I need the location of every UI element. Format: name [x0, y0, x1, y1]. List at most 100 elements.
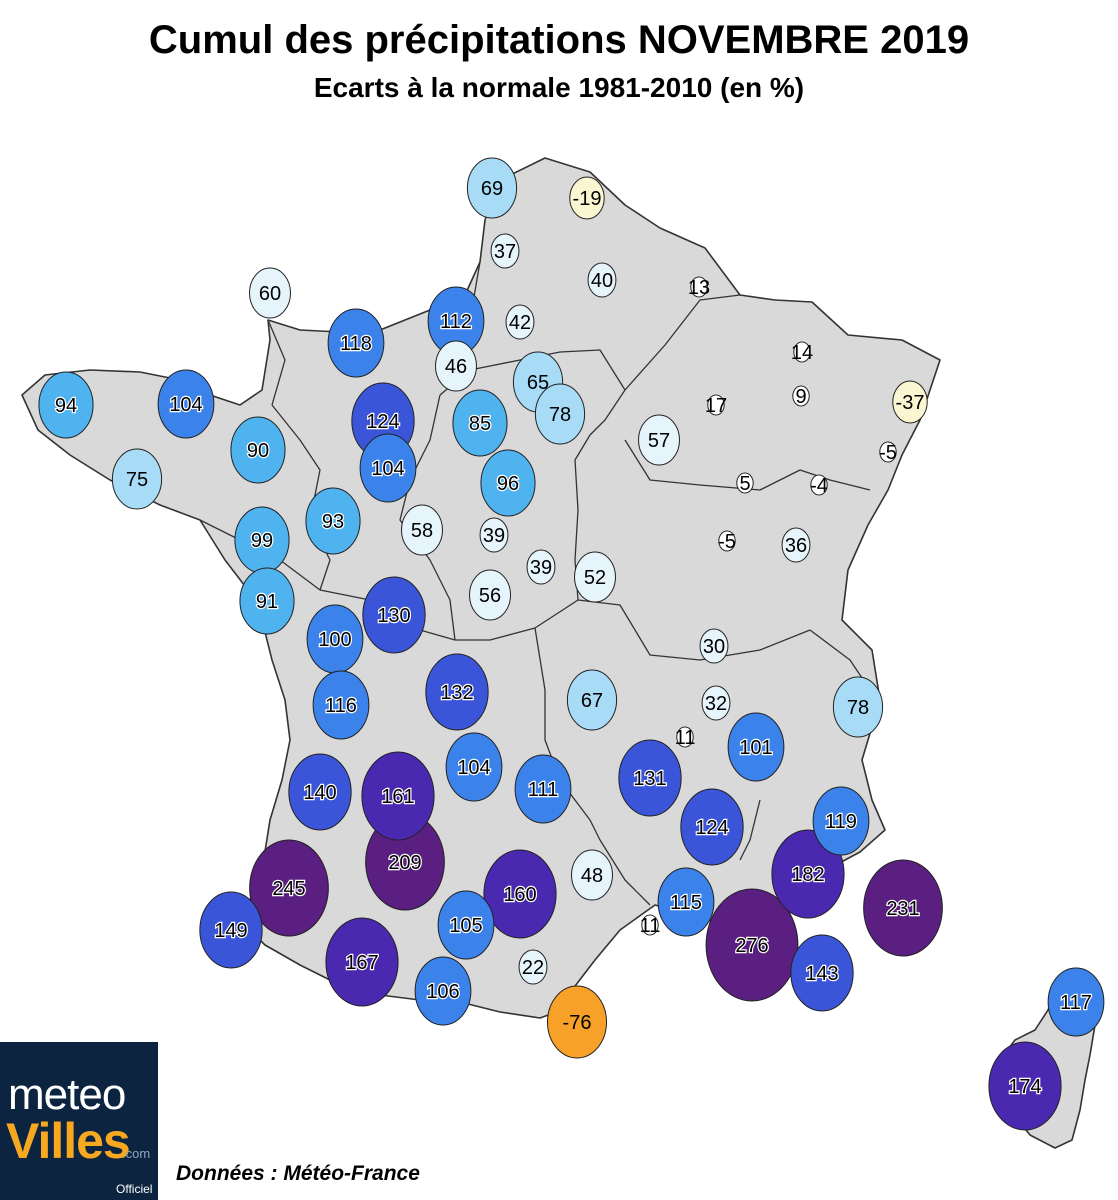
station-marker — [288, 753, 352, 831]
station-marker — [312, 670, 370, 740]
station-value: 57 — [648, 430, 670, 452]
station-marker — [514, 754, 572, 824]
station-value: 182 — [791, 864, 824, 886]
logo-line2: Villes — [6, 1113, 131, 1169]
region-border — [577, 599, 811, 661]
station-marker — [518, 949, 548, 985]
station-marker — [657, 867, 715, 937]
station-marker — [466, 157, 518, 219]
station-marker — [690, 276, 708, 298]
region-border — [624, 439, 871, 491]
station-value: 42 — [509, 312, 531, 334]
station-marker — [305, 487, 361, 555]
station-value: 104 — [371, 458, 404, 480]
station-marker — [988, 1041, 1062, 1131]
station-value: 14 — [791, 342, 813, 364]
station-value: 94 — [55, 395, 77, 417]
map-title: Cumul des précipitations NOVEMBRE 2019 — [148, 18, 970, 62]
station-value: 17 — [705, 395, 727, 417]
station-marker — [480, 449, 536, 517]
station-marker — [792, 385, 810, 407]
station-value: 58 — [411, 520, 433, 542]
station-value: 149 — [214, 920, 247, 942]
station-value: 91 — [256, 591, 278, 613]
station-marker — [361, 751, 435, 841]
station-value: 117 — [1060, 992, 1092, 1014]
logo-line1: meteo — [8, 1070, 126, 1119]
station-marker — [618, 739, 682, 817]
station-marker — [157, 369, 215, 439]
station-marker — [571, 849, 613, 901]
station-value: -37 — [896, 392, 925, 414]
station-marker — [526, 549, 556, 585]
station-value: 67 — [581, 690, 603, 712]
station-value: -4 — [810, 475, 828, 497]
station-value: 209 — [388, 852, 421, 874]
station-value: 78 — [549, 404, 571, 426]
station-value: 11 — [640, 915, 661, 937]
station-value: 112 — [440, 311, 472, 333]
station-value: 93 — [322, 511, 344, 533]
station-value: 52 — [584, 567, 606, 589]
station-marker — [249, 267, 291, 319]
station-value: 56 — [479, 585, 501, 607]
station-marker — [445, 732, 503, 802]
station-value: 118 — [340, 333, 372, 355]
region-border — [455, 599, 579, 641]
station-value: 161 — [381, 786, 414, 808]
station-marker — [230, 416, 286, 484]
meteovilles-logo[interactable]: meteo Villes .com Officiel — [0, 1042, 158, 1200]
station-marker — [479, 517, 509, 553]
station-value: 167 — [345, 952, 378, 974]
station-value: 75 — [126, 469, 148, 491]
station-value: 101 — [739, 737, 772, 759]
station-value: 11 — [675, 727, 696, 749]
station-value: 111 — [528, 779, 558, 801]
station-marker — [505, 304, 535, 340]
station-value: 46 — [445, 356, 467, 378]
station-value: 115 — [670, 892, 702, 914]
data-source: Données : Météo-France — [176, 1162, 420, 1185]
station-value: 140 — [303, 782, 336, 804]
station-value: 32 — [705, 693, 727, 715]
region-border — [739, 799, 761, 861]
station-marker — [566, 669, 618, 731]
station-markers — [38, 157, 1105, 1131]
station-marker — [490, 233, 520, 269]
station-value: 65 — [527, 372, 549, 394]
station-value: 78 — [847, 697, 869, 719]
station-marker — [325, 917, 399, 1007]
station-marker — [641, 914, 659, 936]
station-marker — [810, 474, 828, 496]
station-marker — [452, 389, 508, 457]
region-border — [399, 394, 456, 641]
station-marker — [111, 448, 163, 510]
station-marker — [38, 371, 94, 439]
station-value: 96 — [497, 473, 519, 495]
station-marker — [705, 888, 799, 1002]
station-value: 130 — [377, 605, 410, 627]
logo-tag: Officiel — [116, 1182, 153, 1196]
station-marker — [892, 380, 928, 424]
station-value: 9 — [795, 386, 806, 408]
station-marker — [569, 176, 605, 220]
station-value: 245 — [272, 878, 305, 900]
station-marker — [707, 394, 725, 416]
station-value: 116 — [325, 695, 357, 717]
station-value: -5 — [718, 531, 736, 553]
station-value: 131 — [633, 768, 666, 790]
station-marker — [362, 576, 426, 654]
station-marker — [534, 383, 586, 445]
station-value: 69 — [481, 178, 503, 200]
station-marker — [718, 530, 736, 552]
station-value: 276 — [735, 935, 768, 957]
station-marker — [793, 341, 811, 363]
region-border — [599, 839, 651, 906]
station-value: 13 — [688, 277, 710, 299]
station-marker — [327, 308, 385, 378]
station-marker — [701, 685, 731, 721]
station-value: 5 — [739, 473, 750, 495]
station-value: 36 — [785, 535, 807, 557]
station-value: 30 — [703, 636, 725, 658]
